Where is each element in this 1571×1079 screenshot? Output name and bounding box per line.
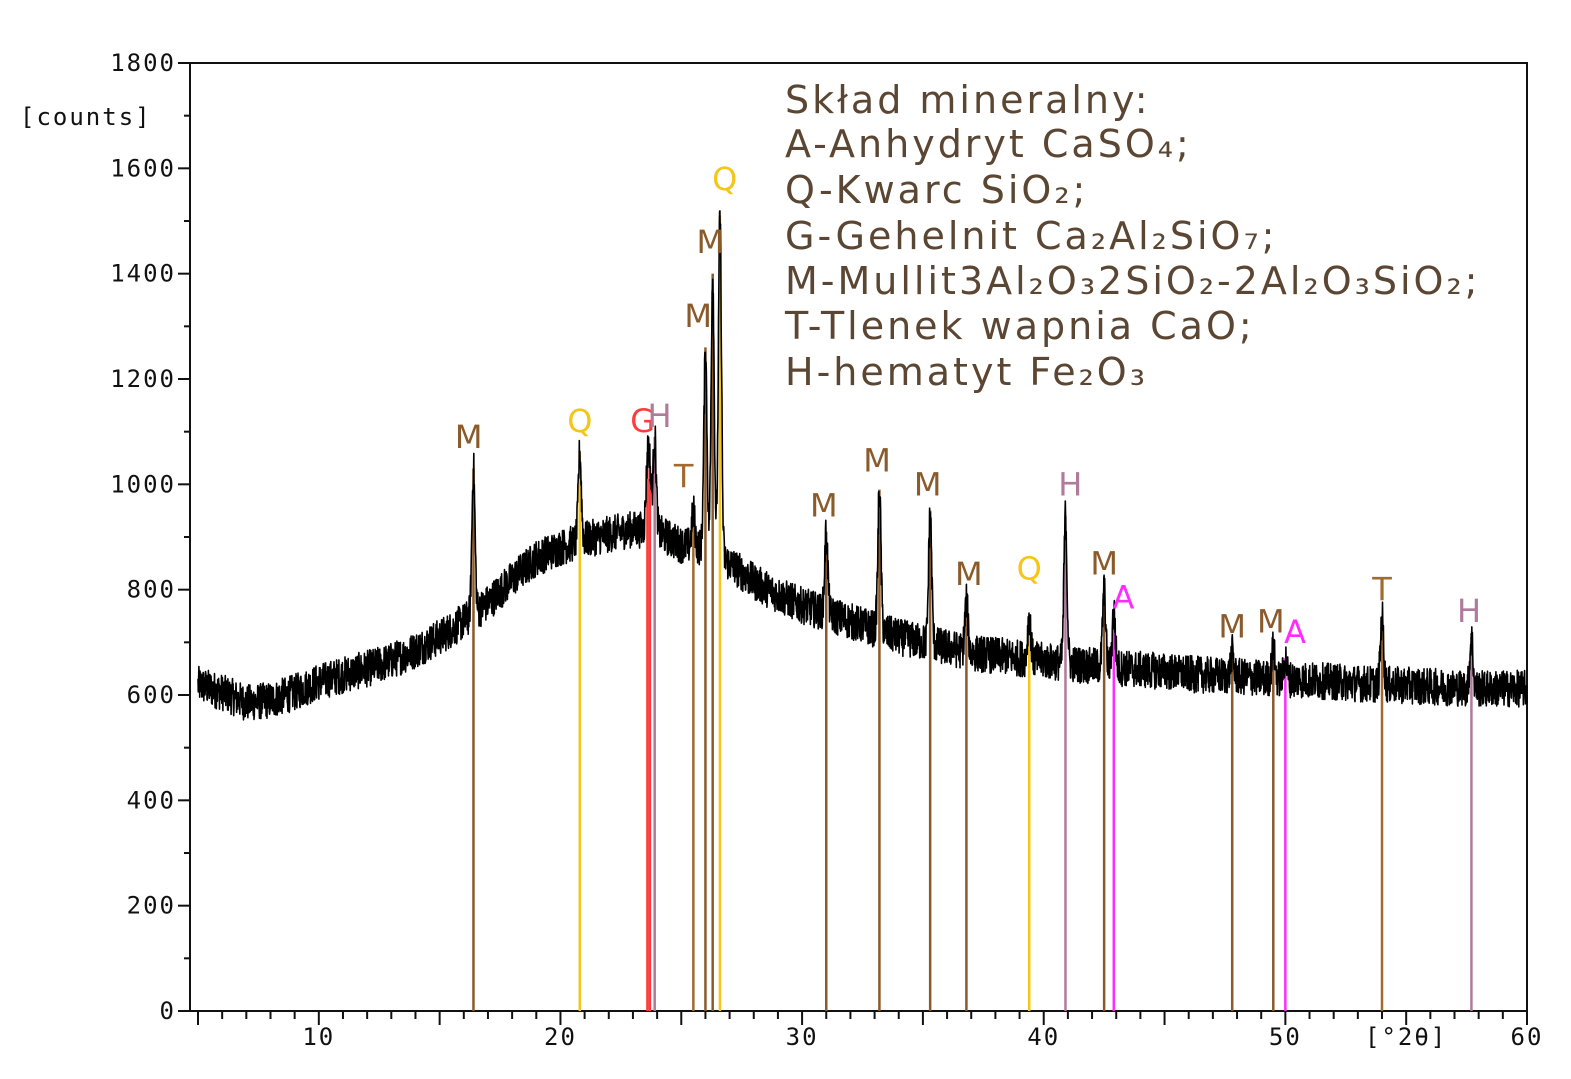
y-tick-label: 600: [127, 681, 176, 709]
peak-label-Q: Q: [567, 402, 592, 440]
peak-label-M: M: [1090, 544, 1118, 582]
legend-title: Skład mineralny:: [785, 78, 1151, 122]
peak-label-A: A: [1284, 613, 1306, 651]
legend: Skład mineralny: A-Anhydryt CaSO₄; Q-Kwa…: [784, 78, 1481, 394]
peak-label-H: H: [1058, 465, 1082, 503]
peak-label-H: H: [647, 397, 671, 435]
x-unit-label: [°2θ]: [1365, 1023, 1447, 1051]
y-tick-label: 1800: [110, 49, 176, 77]
legend-entry-hematyt: H-hematyt Fe₂O₃: [785, 350, 1148, 394]
y-tick-label: 200: [127, 892, 176, 920]
y-tick-label: 1400: [110, 260, 176, 288]
peak-label-M: M: [684, 297, 712, 335]
legend-entry-anhydryt: A-Anhydryt CaSO₄;: [785, 122, 1192, 166]
y-tick-label: 400: [127, 786, 176, 814]
peak-label-M: M: [1257, 602, 1285, 640]
peak-label-H: H: [1457, 592, 1481, 630]
peak-label-M: M: [810, 486, 838, 524]
x-tick-label: 20: [544, 1023, 577, 1051]
y-tick-label: 800: [127, 576, 176, 604]
peak-label-M: M: [863, 442, 891, 480]
peak-label-M: M: [455, 418, 483, 456]
x-tick-label: 50: [1269, 1023, 1302, 1051]
x-tick-label: 40: [1027, 1023, 1060, 1051]
x-tick-label: 10: [302, 1023, 335, 1051]
y-tick-label: 1200: [110, 365, 176, 393]
peak-label-M: M: [1218, 608, 1246, 646]
peak-label-A: A: [1113, 579, 1135, 617]
peak-label-G: G: [630, 402, 655, 440]
peak-label-T: T: [1371, 571, 1392, 609]
legend-entry-kwarc: Q-Kwarc SiO₂;: [785, 168, 1088, 212]
legend-entry-mullit: M-Mullit3Al₂O₃2SiO₂-2Al₂O₃SiO₂;: [785, 259, 1481, 303]
phase-reference-lines: [472, 215, 1473, 1011]
peak-label-T: T: [673, 458, 694, 496]
pattern-line: [197, 210, 1528, 721]
legend-entry-gehelnit: G-Gehelnit Ca₂Al₂SiO₇;: [785, 214, 1277, 258]
x-tick-label: 30: [786, 1023, 819, 1051]
x-tick-label: 60: [1511, 1023, 1544, 1051]
peak-label-M: M: [914, 465, 942, 503]
y-tick-label: 1600: [110, 154, 176, 182]
diffraction-pattern: [197, 210, 1528, 721]
y-unit-label: [counts]: [20, 103, 152, 131]
y-tick-label: 1000: [110, 470, 176, 498]
y-tick-label: 0: [160, 997, 176, 1025]
axis-ticks: 0 200 400 600 800 1000 1200 1400 1600 1800 10 20 30 4…: [110, 49, 1544, 1051]
peak-label-M: M: [696, 223, 724, 261]
peak-label-M: M: [955, 555, 983, 593]
peak-label-Q: Q: [1017, 550, 1042, 588]
legend-entry-tlenek-wapnia: T-Tlenek wapnia CaO;: [784, 304, 1255, 348]
peak-label-Q: Q: [712, 160, 737, 198]
